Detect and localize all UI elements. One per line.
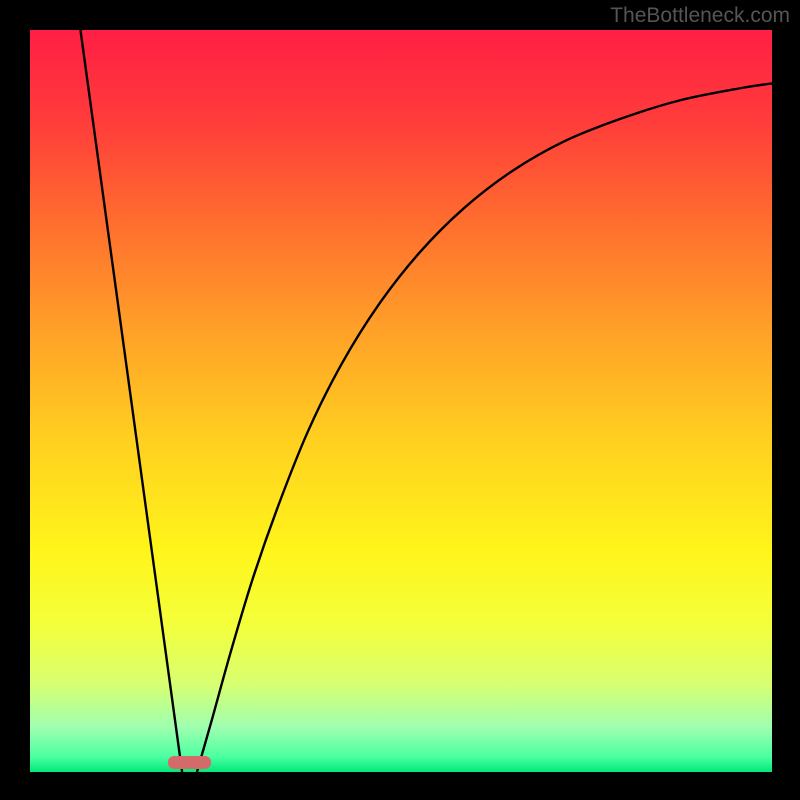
curve-layer bbox=[30, 30, 772, 772]
watermark-text: TheBottleneck.com bbox=[610, 4, 790, 28]
recovery-curve bbox=[197, 83, 772, 772]
minimum-marker bbox=[168, 756, 211, 769]
chart-container: TheBottleneck.com bbox=[0, 0, 800, 800]
descent-line bbox=[80, 30, 182, 772]
plot-area bbox=[30, 30, 772, 772]
